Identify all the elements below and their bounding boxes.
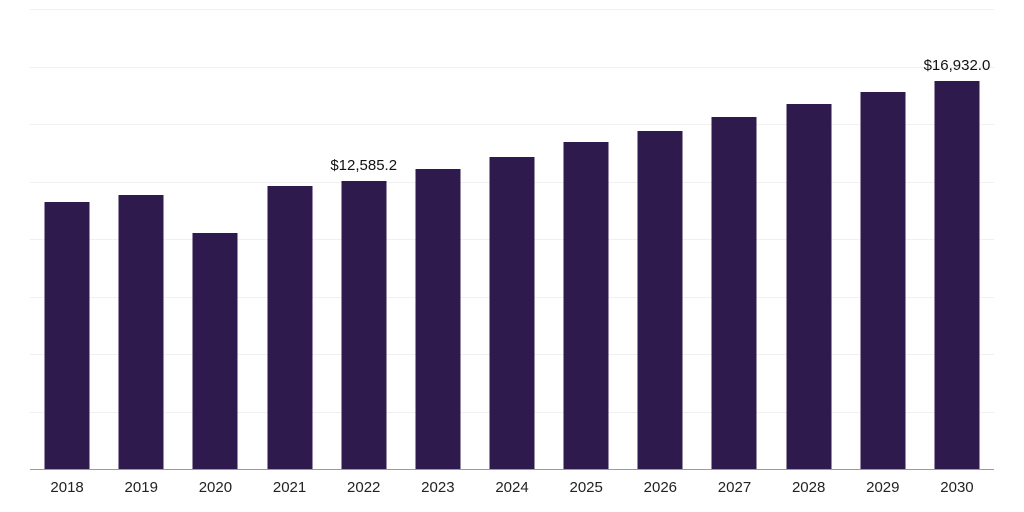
x-axis-tick-2026: 2026: [643, 479, 678, 496]
bar-column-2025: [549, 10, 623, 470]
bar-column-2026: [623, 10, 697, 470]
bar-column-2028: [772, 10, 846, 470]
bar-2025: [563, 142, 609, 470]
bar-2028: [786, 104, 832, 470]
bar-column-2027: [697, 10, 771, 470]
bar-2023: [415, 168, 461, 470]
bar-column-2023: [401, 10, 475, 470]
bar-column-2020: [178, 10, 252, 470]
bar-column-2030: $16,932.0: [920, 10, 994, 470]
bar-2024: [489, 156, 535, 470]
bar-value-label-2022: $12,585.2: [330, 156, 398, 174]
bar-column-2021: [252, 10, 326, 470]
bar-column-2022: $12,585.2: [327, 10, 401, 470]
x-axis-tick-2022: 2022: [347, 479, 381, 496]
bar-column-2024: [475, 10, 549, 470]
bar-2030: [934, 80, 980, 470]
bar-column-2029: [846, 10, 920, 470]
gridline: [30, 66, 994, 68]
x-axis-tick-2019: 2019: [124, 479, 158, 496]
bar-column-2019: [104, 10, 178, 470]
bar-2027: [711, 116, 757, 470]
bar-2018: [44, 202, 90, 470]
bar-2021: [267, 186, 313, 470]
x-axis-tick-2025: 2025: [569, 479, 603, 496]
x-axis-tick-2027: 2027: [717, 479, 752, 496]
chart-plot-area: $12,585.2 $16,932.0: [30, 9, 994, 470]
bar-2029: [860, 92, 906, 470]
bar-2019: [118, 195, 164, 470]
x-axis-tick-2020: 2020: [198, 479, 233, 496]
x-axis-tick-2030: 2030: [940, 479, 974, 496]
x-axis-tick-2018: 2018: [50, 479, 84, 496]
x-axis: 2018 2019 2020 2021 2022 2023 2024 2025 2026 2027…: [30, 470, 994, 496]
bars: $12,585.2 $16,932.0: [30, 10, 994, 470]
bar-2020: [192, 232, 238, 470]
x-axis-line: [30, 469, 994, 470]
x-axis-tick-2024: 2024: [495, 479, 529, 496]
x-axis-tick-2028: 2028: [791, 479, 826, 496]
bar-value-label-2030: $16,932.0: [923, 56, 991, 74]
x-axis-tick-2021: 2021: [272, 479, 307, 496]
bar-2026: [637, 130, 683, 470]
x-axis-tick-2029: 2029: [866, 479, 900, 496]
gridline: [30, 124, 994, 125]
x-axis-tick-2023: 2023: [421, 479, 455, 496]
bar-column-2018: [30, 10, 104, 470]
bar-2022: [341, 180, 387, 470]
gridline: [30, 9, 994, 10]
